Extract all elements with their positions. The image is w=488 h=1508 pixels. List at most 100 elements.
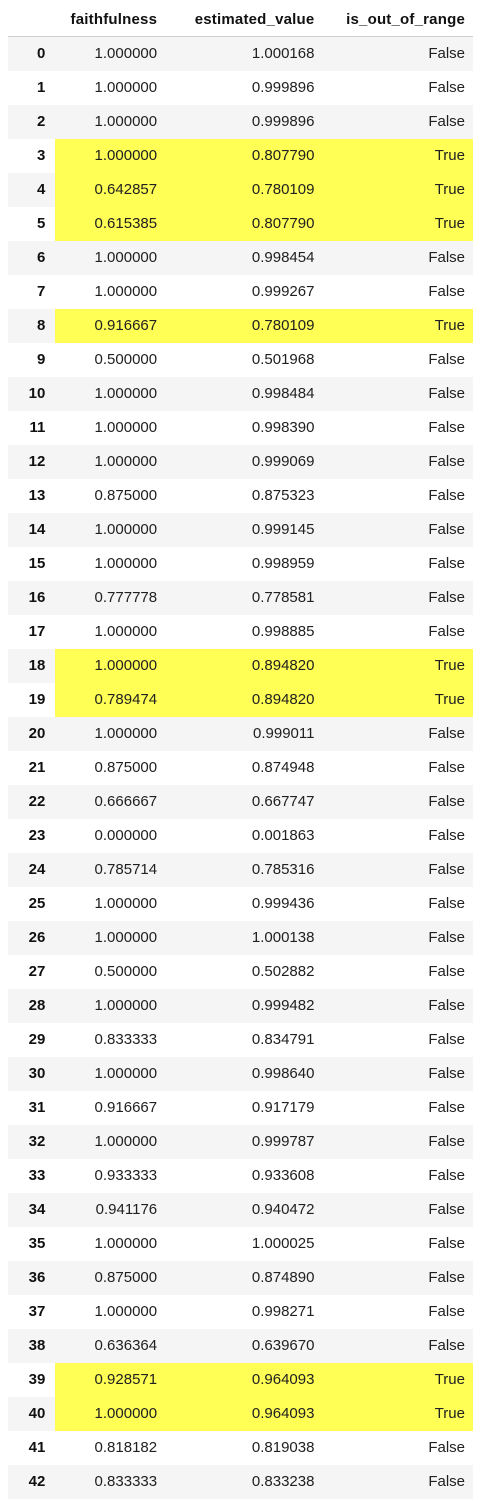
cell-is-out-of-range: False bbox=[428, 1303, 465, 1320]
cell-is-out-of-range: False bbox=[428, 283, 465, 300]
cell-estimated-value: 0.874890 bbox=[251, 1269, 315, 1286]
cell-is-out-of-range: False bbox=[428, 1269, 465, 1286]
cell-faithfulness: 1.000000 bbox=[55, 1396, 166, 1431]
cell-faithfulness: 1.000000 bbox=[94, 419, 158, 436]
table-row: 20 1.000000 0.999011 False bbox=[8, 716, 473, 751]
cell-is-out-of-range: False bbox=[428, 759, 465, 776]
table-row: 12 1.000000 0.999069 False bbox=[8, 444, 473, 479]
cell-is-out-of-range: False bbox=[428, 521, 465, 538]
table-row: 40 1.000000 0.964093 True bbox=[8, 1396, 473, 1431]
cell-is-out-of-range: False bbox=[428, 1337, 465, 1354]
cell-faithfulness: 0.875000 bbox=[94, 1269, 158, 1286]
row-index: 19 bbox=[8, 682, 56, 717]
cell-estimated-value: 0.875323 bbox=[251, 487, 315, 504]
cell-is-out-of-range: False bbox=[428, 1065, 465, 1082]
cell-is-out-of-range: False bbox=[428, 453, 465, 470]
cell-faithfulness: 0.666667 bbox=[94, 793, 158, 810]
table-row: 30 1.000000 0.998640 False bbox=[8, 1056, 473, 1091]
cell-estimated-value: 0.999896 bbox=[251, 113, 315, 130]
table-row: 19 0.789474 0.894820 True bbox=[8, 682, 473, 717]
cell-estimated-value: 0.667747 bbox=[251, 793, 315, 810]
cell-faithfulness: 0.875000 bbox=[94, 487, 158, 504]
cell-estimated-value: 0.964093 bbox=[165, 1396, 323, 1431]
cell-faithfulness: 1.000000 bbox=[94, 1065, 158, 1082]
table-row: 5 0.615385 0.807790 True bbox=[8, 206, 473, 241]
table-row: 4 0.642857 0.780109 True bbox=[8, 172, 473, 207]
cell-faithfulness: 1.000000 bbox=[94, 45, 158, 63]
cell-faithfulness: 1.000000 bbox=[55, 648, 166, 683]
cell-faithfulness: 0.789474 bbox=[55, 682, 166, 717]
cell-faithfulness: 1.000000 bbox=[94, 283, 158, 300]
cell-is-out-of-range: False bbox=[428, 861, 465, 878]
cell-is-out-of-range: False bbox=[428, 929, 465, 946]
cell-faithfulness: 0.916667 bbox=[94, 1099, 158, 1116]
row-index: 38 bbox=[8, 1328, 56, 1363]
cell-estimated-value: 0.780109 bbox=[165, 172, 323, 207]
header-row: faithfulness estimated_value is_out_of_r… bbox=[8, 2, 473, 37]
cell-estimated-value: 1.000025 bbox=[251, 1235, 315, 1252]
table-row: 10 1.000000 0.998484 False bbox=[8, 376, 473, 411]
cell-estimated-value: 0.785316 bbox=[251, 861, 315, 878]
cell-faithfulness: 0.833333 bbox=[94, 1473, 158, 1490]
cell-estimated-value: 0.874948 bbox=[251, 759, 315, 776]
table-row: 7 1.000000 0.999267 False bbox=[8, 274, 473, 309]
row-index: 28 bbox=[8, 988, 56, 1023]
table-body: 0 1.000000 1.000168 False 1 1.000000 0.999896 F… bbox=[8, 36, 473, 1499]
table-row: 29 0.833333 0.834791 False bbox=[8, 1022, 473, 1057]
table-row: 35 1.000000 1.000025 False bbox=[8, 1226, 473, 1261]
cell-estimated-value: 0.819038 bbox=[251, 1439, 315, 1456]
row-index: 42 bbox=[8, 1464, 56, 1499]
table-header: faithfulness estimated_value is_out_of_r… bbox=[8, 2, 473, 37]
table-row: 34 0.941176 0.940472 False bbox=[8, 1192, 473, 1227]
cell-estimated-value: 0.998959 bbox=[251, 555, 315, 572]
cell-estimated-value: 0.778581 bbox=[251, 589, 315, 606]
row-index: 17 bbox=[8, 614, 56, 649]
cell-is-out-of-range: False bbox=[428, 623, 465, 640]
cell-faithfulness: 1.000000 bbox=[94, 623, 158, 640]
cell-is-out-of-range: True bbox=[322, 648, 473, 683]
cell-is-out-of-range: False bbox=[428, 963, 465, 980]
row-index: 31 bbox=[8, 1090, 56, 1125]
row-index: 22 bbox=[8, 784, 56, 819]
row-index: 1 bbox=[8, 70, 56, 105]
cell-is-out-of-range: False bbox=[428, 725, 465, 742]
index-column-header bbox=[8, 2, 56, 37]
cell-estimated-value: 0.998885 bbox=[251, 623, 315, 640]
table-row: 22 0.666667 0.667747 False bbox=[8, 784, 473, 819]
cell-faithfulness: 1.000000 bbox=[94, 929, 158, 946]
table-row: 24 0.785714 0.785316 False bbox=[8, 852, 473, 887]
cell-estimated-value: 0.807790 bbox=[165, 138, 323, 173]
row-index: 15 bbox=[8, 546, 56, 581]
cell-faithfulness: 0.941176 bbox=[95, 1201, 158, 1218]
cell-faithfulness: 1.000000 bbox=[55, 138, 166, 173]
cell-estimated-value: 0.998484 bbox=[251, 385, 315, 402]
row-index: 12 bbox=[8, 444, 56, 479]
table-row: 16 0.777778 0.778581 False bbox=[8, 580, 473, 615]
table-row: 8 0.916667 0.780109 True bbox=[8, 308, 473, 343]
cell-faithfulness: 1.000000 bbox=[94, 895, 158, 912]
cell-estimated-value: 1.000138 bbox=[251, 929, 315, 946]
cell-estimated-value: 0.999145 bbox=[251, 521, 315, 538]
table-row: 25 1.000000 0.999436 False bbox=[8, 886, 473, 921]
row-index: 6 bbox=[8, 240, 56, 275]
cell-is-out-of-range: True bbox=[322, 172, 473, 207]
row-index: 33 bbox=[8, 1158, 56, 1193]
cell-faithfulness: 0.500000 bbox=[94, 963, 158, 980]
table-row: 23 0.000000 0.001863 False bbox=[8, 818, 473, 853]
row-index: 24 bbox=[8, 852, 56, 887]
table-row: 2 1.000000 0.999896 False bbox=[8, 104, 473, 139]
cell-is-out-of-range: False bbox=[428, 827, 465, 844]
cell-estimated-value: 0.933608 bbox=[251, 1167, 315, 1184]
row-index: 2 bbox=[8, 104, 56, 139]
cell-is-out-of-range: False bbox=[428, 589, 465, 606]
table-row: 32 1.000000 0.999787 False bbox=[8, 1124, 473, 1159]
cell-is-out-of-range: False bbox=[428, 79, 465, 96]
cell-is-out-of-range: False bbox=[428, 555, 465, 572]
cell-faithfulness: 0.642857 bbox=[55, 172, 166, 207]
cell-is-out-of-range: False bbox=[428, 351, 465, 368]
dataframe-table: faithfulness estimated_value is_out_of_r… bbox=[8, 2, 473, 1499]
table-row: 9 0.500000 0.501968 False bbox=[8, 342, 473, 377]
cell-faithfulness: 0.636364 bbox=[94, 1337, 158, 1354]
column-header-estimated-value: estimated_value bbox=[165, 2, 323, 37]
row-index: 25 bbox=[8, 886, 56, 921]
